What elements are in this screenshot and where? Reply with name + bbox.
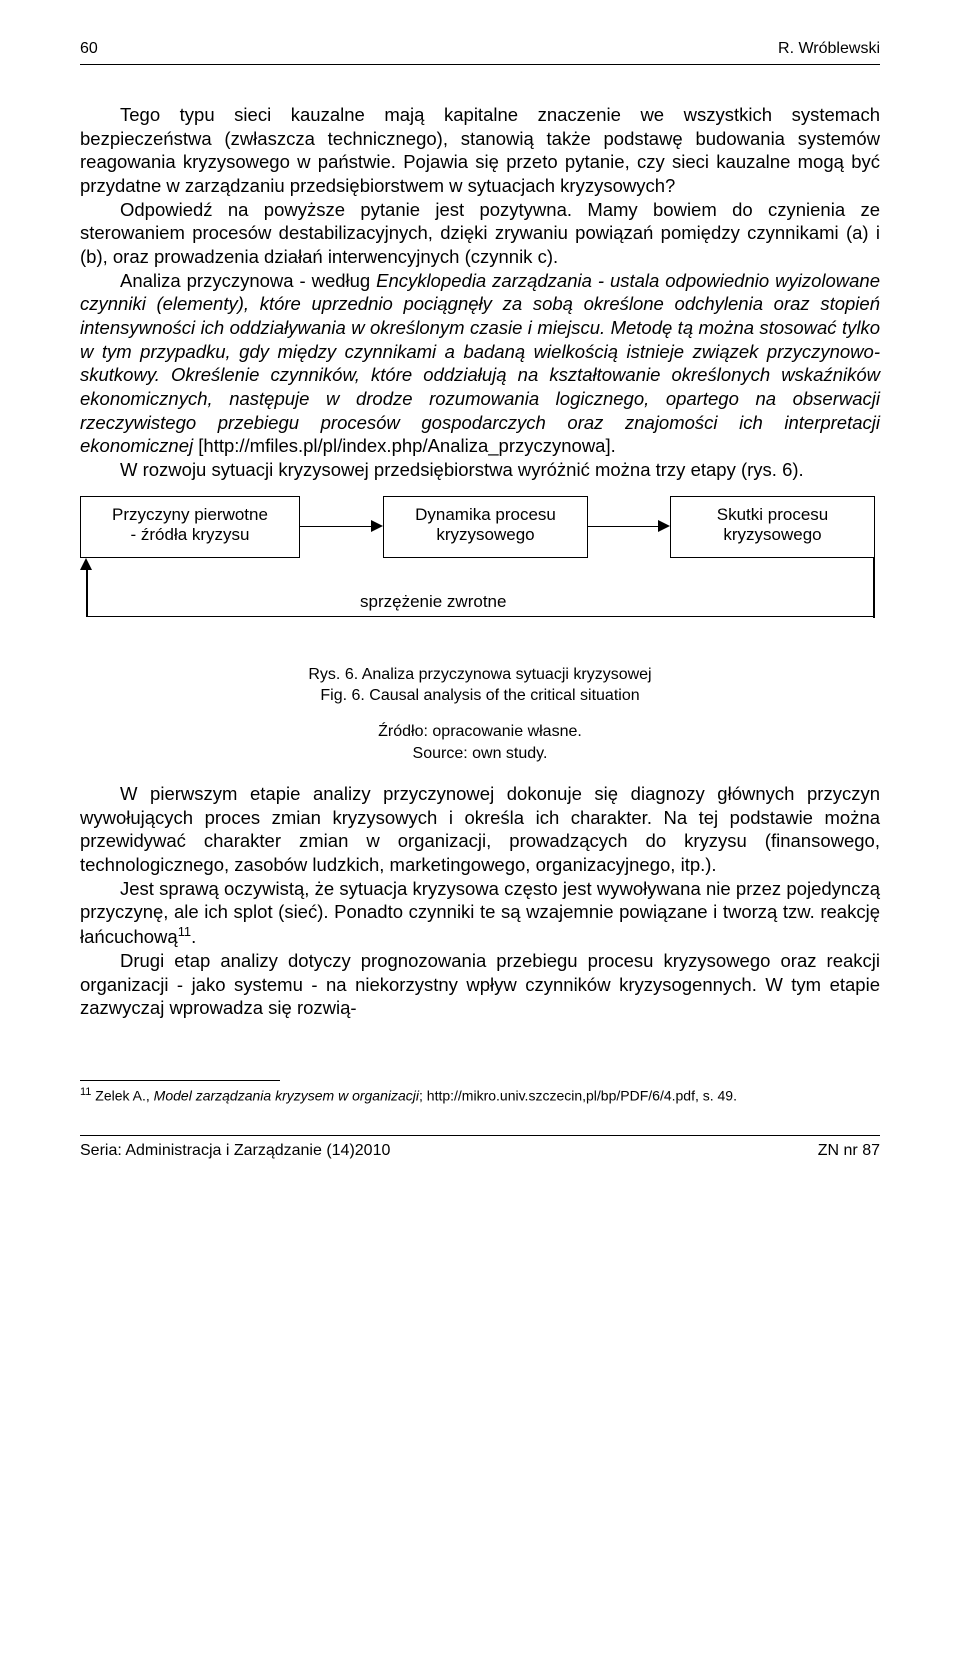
p6-span-b: .: [191, 926, 196, 947]
feedback-line-left-v: [86, 568, 88, 617]
feedback-label: sprzężenie zwrotne: [360, 592, 506, 612]
flowchart-box-causes: Przyczyny pierwotne - źródła kryzysu: [80, 496, 300, 558]
source-caption-line2: Source: own study.: [413, 745, 548, 762]
feedback-arrowhead-icon: [80, 558, 92, 570]
p6-footnote-marker: 11: [178, 924, 191, 939]
paragraph-2: Odpowiedź na powyższe pytanie jest pozyt…: [80, 198, 880, 269]
flowchart-box-dynamics: Dynamika procesu kryzysowego: [383, 496, 588, 558]
page-container: 60 R. Wróblewski Tego typu sieci kauzaln…: [0, 0, 960, 1190]
paragraph-7: Drugi etap analizy dotyczy prognozowania…: [80, 949, 880, 1020]
source-caption-line1: Źródło: opracowanie własne.: [378, 723, 582, 740]
figure-caption-line2: Fig. 6. Causal analysis of the critical …: [320, 687, 639, 704]
footer-issue: ZN nr 87: [818, 1142, 880, 1160]
p6-span-a: Jest sprawą oczywistą, że sytuacja kryzy…: [80, 878, 880, 948]
source-caption: Źródło: opracowanie własne. Source: own …: [80, 721, 880, 764]
footnote-11: 11 Zelek A., Model zarządzania kryzysem …: [80, 1085, 880, 1105]
footnote-text-a: Zelek A.,: [91, 1088, 153, 1104]
flowchart-diagram: Przyczyny pierwotne - źródła kryzysu Dyn…: [80, 496, 880, 656]
footnote-text-b: ; http://mikro.univ.szczecin,pl/bp/PDF/6…: [419, 1088, 737, 1104]
p3-span-italic: Encyklopedia zarządzania - ustala odpowi…: [80, 270, 880, 457]
header-rule: [80, 64, 880, 65]
arrow-2-to-3-head-icon: [658, 520, 670, 532]
body-text-block-1: Tego typu sieci kauzalne mają kapitalne …: [80, 103, 880, 482]
p3-span-c: [http://mfiles.pl/pl/index.php/Analiza_p…: [193, 435, 616, 456]
paragraph-5: W pierwszym etapie analizy przyczynowej …: [80, 782, 880, 877]
arrow-1-to-2-head-icon: [371, 520, 383, 532]
figure-caption: Rys. 6. Analiza przyczynowa sytuacji kry…: [80, 664, 880, 707]
page-number: 60: [80, 40, 98, 58]
paragraph-4: W rozwoju sytuacji kryzysowej przedsiębi…: [80, 458, 880, 482]
figure-caption-line1: Rys. 6. Analiza przyczynowa sytuacji kry…: [308, 666, 651, 683]
page-footer: Seria: Administracja i Zarządzanie (14)2…: [80, 1142, 880, 1160]
p3-span-a: Analiza przyczynowa - według: [120, 270, 376, 291]
paragraph-3: Analiza przyczynowa - według Encyklopedi…: [80, 269, 880, 458]
box3-line1: Skutki procesu: [717, 505, 829, 524]
footnote-marker: 11: [80, 1086, 91, 1098]
feedback-line-bottom-h: [86, 616, 874, 618]
footnote-text-italic: Model zarządzania kryzysem w organizacji: [154, 1088, 419, 1104]
paragraph-6: Jest sprawą oczywistą, że sytuacja kryzy…: [80, 877, 880, 949]
feedback-line-right-v: [873, 558, 875, 618]
footnote-rule: [80, 1080, 280, 1081]
box2-line2: kryzysowego: [436, 525, 534, 544]
box2-line1: Dynamika procesu: [415, 505, 556, 524]
paragraph-1: Tego typu sieci kauzalne mają kapitalne …: [80, 103, 880, 198]
flowchart-box-effects: Skutki procesu kryzysowego: [670, 496, 875, 558]
footer-rule: [80, 1135, 880, 1136]
running-header: 60 R. Wróblewski: [80, 40, 880, 58]
arrow-1-to-2-line: [300, 526, 371, 528]
running-head-author: R. Wróblewski: [778, 40, 880, 58]
footer-series: Seria: Administracja i Zarządzanie (14)2…: [80, 1142, 390, 1160]
box1-line1: Przyczyny pierwotne: [112, 505, 268, 524]
arrow-2-to-3-line: [588, 526, 658, 528]
box3-line2: kryzysowego: [723, 525, 821, 544]
box1-line2: - źródła kryzysu: [130, 525, 249, 544]
body-text-block-2: W pierwszym etapie analizy przyczynowej …: [80, 782, 880, 1020]
